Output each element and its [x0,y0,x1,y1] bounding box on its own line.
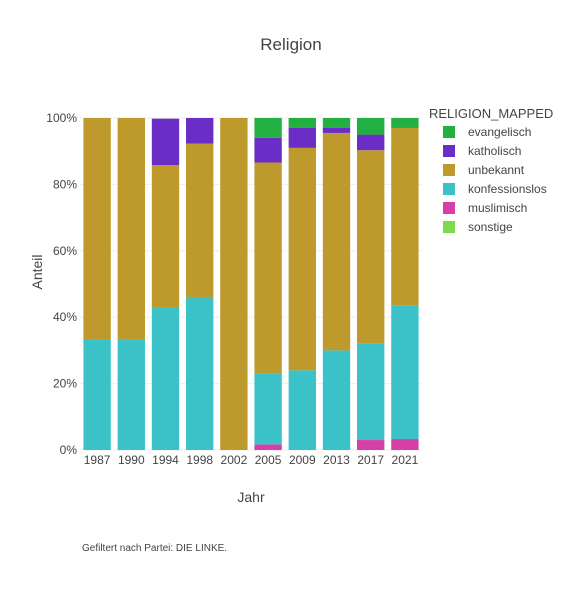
bar-katholisch-1998[interactable] [186,118,214,144]
bar-unbekannt-1990[interactable] [117,118,145,340]
bars [83,118,419,450]
bar-konfessionslos-2005[interactable] [254,373,282,445]
x-tick-label: 2013 [323,453,350,467]
bar-konfessionslos-2009[interactable] [288,370,316,450]
bar-konfessionslos-2017[interactable] [357,343,385,441]
bar-konfessionslos-2021[interactable] [391,305,419,440]
legend-swatch-katholisch[interactable] [443,145,455,157]
bar-evangelisch-2017[interactable] [357,118,385,135]
bar-konfessionslos-1987[interactable] [83,339,111,450]
bar-unbekannt-1994[interactable] [151,165,180,308]
bar-unbekannt-2002[interactable] [220,118,248,450]
legend-label-konfessionslos[interactable]: konfessionslos [468,182,547,196]
y-tick-label: 100% [46,111,77,125]
bar-unbekannt-2009[interactable] [288,147,316,371]
x-tick-label: 2002 [221,453,248,467]
legend-label-unbekannt[interactable]: unbekannt [468,163,525,177]
x-tick-label: 2005 [255,453,282,467]
bar-unbekannt-1987[interactable] [83,118,111,340]
bar-katholisch-2005[interactable] [254,137,282,163]
chart-title: Religion [260,35,321,54]
bar-katholisch-2009[interactable] [288,127,316,148]
bar-unbekannt-1998[interactable] [186,143,214,297]
bar-evangelisch-2013[interactable] [322,118,351,128]
legend-swatch-sonstige[interactable] [443,221,455,233]
y-tick-label: 40% [53,310,77,324]
bar-evangelisch-2009[interactable] [288,118,316,128]
legend-swatch-muslimisch[interactable] [443,202,455,214]
bar-konfessionslos-2013[interactable] [322,350,351,450]
x-tick-label: 1987 [84,453,111,467]
legend-label-katholisch[interactable]: katholisch [468,144,521,158]
bar-katholisch-1994[interactable] [151,118,180,166]
bar-konfessionslos-1994[interactable] [151,307,180,450]
legend-swatch-konfessionslos[interactable] [443,183,455,195]
bar-muslimisch-2017[interactable] [357,440,385,450]
x-tick-label: 1994 [152,453,179,467]
bar-unbekannt-2017[interactable] [357,150,385,344]
legend-title: RELIGION_MAPPED [429,106,553,121]
x-tick-label: 2021 [392,453,419,467]
bar-unbekannt-2005[interactable] [254,162,282,374]
legend: RELIGION_MAPPED evangelisch katholisch unb… [429,106,553,234]
bar-konfessionslos-1998[interactable] [186,296,214,450]
bar-katholisch-2013[interactable] [322,127,351,133]
y-tick-label: 0% [60,443,78,457]
y-tick-label: 80% [53,177,77,191]
legend-label-evangelisch[interactable]: evangelisch [468,125,531,139]
x-tick-label: 1990 [118,453,145,467]
bar-muslimisch-2005[interactable] [254,444,282,450]
bar-muslimisch-2021[interactable] [391,439,419,450]
legend-label-sonstige[interactable]: sonstige [468,220,513,234]
legend-swatch-evangelisch[interactable] [443,126,455,138]
legend-label-muslimisch[interactable]: muslimisch [468,201,527,215]
y-tick-labels: 0% 20% 40% 60% 80% 100% [46,111,77,457]
y-tick-label: 20% [53,377,77,391]
legend-swatch-unbekannt[interactable] [443,164,455,176]
x-axis-label: Jahr [237,489,265,505]
bar-unbekannt-2013[interactable] [322,132,351,351]
y-axis-label: Anteil [29,254,45,289]
x-tick-label: 2009 [289,453,316,467]
bar-katholisch-2017[interactable] [357,134,385,151]
bar-evangelisch-2005[interactable] [254,118,282,138]
y-tick-label: 60% [53,244,77,258]
x-tick-label: 1998 [186,453,213,467]
footnote: Gefiltert nach Partei: DIE LINKE. [82,543,227,554]
bar-evangelisch-2021[interactable] [391,118,419,128]
x-tick-labels: 1987 1990 1994 1998 2002 2005 2009 2013 2017 2021 [84,453,419,467]
bar-unbekannt-2021[interactable] [391,127,419,306]
bar-konfessionslos-1990[interactable] [117,339,145,450]
x-tick-label: 2017 [357,453,384,467]
